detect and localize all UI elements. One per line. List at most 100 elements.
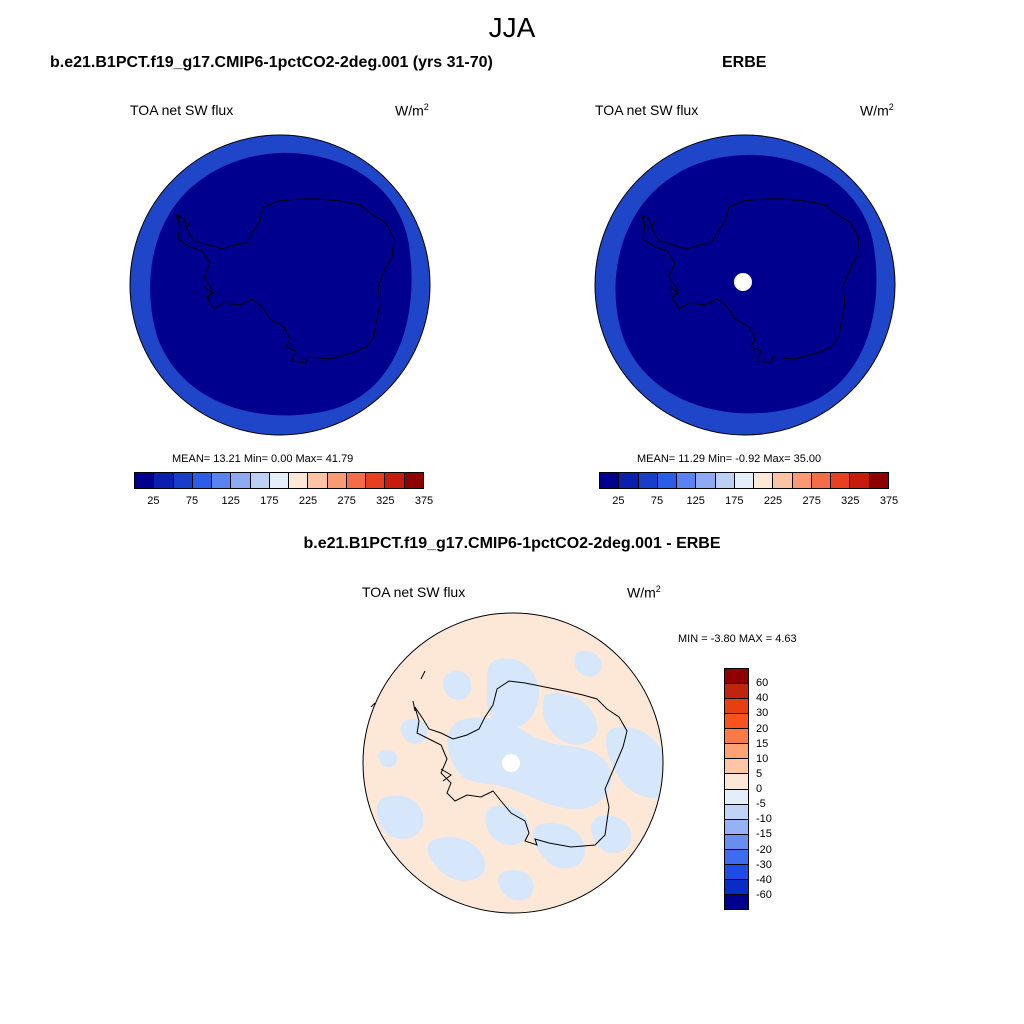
colorbar-tick-label: 275 bbox=[802, 495, 821, 507]
colorbar-swatch bbox=[696, 473, 716, 488]
obs-pole-hole bbox=[734, 273, 752, 291]
model-colorbar-ticks: 25 75 125 175 225 275 325 375 bbox=[134, 495, 433, 509]
colorbar-tick-label: 375 bbox=[879, 495, 899, 507]
model-antarctica-coastline bbox=[175, 198, 395, 364]
obs-units-label: W/m2 bbox=[860, 102, 894, 119]
colorbar-tick-label: 25 bbox=[612, 495, 625, 507]
model-polar-map bbox=[129, 134, 431, 436]
diff-panel-title: b.e21.B1PCT.f19_g17.CMIP6-1pctCO2-2deg.0… bbox=[303, 535, 721, 552]
colorbar-swatch bbox=[725, 744, 748, 760]
model-peninsula bbox=[177, 216, 216, 298]
model-units-label: W/m2 bbox=[395, 102, 429, 119]
colorbar-tick-label: 175 bbox=[725, 495, 744, 507]
main-title: JJA bbox=[488, 12, 536, 43]
colorbar-tick-label: 75 bbox=[650, 495, 664, 507]
colorbar-tick-label: 40 bbox=[756, 692, 769, 705]
colorbar-swatch bbox=[725, 684, 748, 700]
colorbar-swatch bbox=[811, 473, 832, 488]
colorbar-swatch bbox=[869, 473, 888, 488]
colorbar-tick-label: -5 bbox=[756, 798, 766, 811]
diff-negative-patches bbox=[376, 650, 663, 901]
obs-peninsula bbox=[642, 216, 681, 298]
colorbar-swatch bbox=[619, 473, 639, 488]
colorbar-swatch bbox=[725, 864, 748, 880]
obs-field-label: TOA net SW flux bbox=[595, 102, 699, 118]
colorbar-swatch bbox=[725, 849, 748, 865]
model-colorbar bbox=[134, 472, 424, 489]
colorbar-swatch bbox=[192, 473, 213, 488]
colorbar-swatch bbox=[657, 473, 678, 488]
colorbar-swatch bbox=[231, 473, 251, 488]
colorbar-tick-label: 225 bbox=[763, 495, 783, 507]
colorbar-swatch bbox=[725, 804, 748, 820]
colorbar-swatch bbox=[212, 473, 232, 488]
diff-antarctica-coastline bbox=[414, 680, 628, 848]
colorbar-swatch bbox=[831, 473, 851, 488]
diff-colorbar-ticks: 60 40 30 20 15 10 5 0 -5 -10 -15 -20 -30 -40 -60 bbox=[756, 668, 796, 910]
colorbar-swatch bbox=[725, 834, 748, 850]
colorbar-tick-label: 75 bbox=[185, 495, 199, 507]
colorbar-swatch bbox=[600, 473, 620, 488]
diff-pole-hole bbox=[502, 754, 520, 772]
obs-antarctica-coastline bbox=[640, 198, 860, 364]
obs-panel-title: ERBE bbox=[722, 54, 767, 71]
model-inner-field bbox=[150, 152, 412, 416]
diff-stats: MIN = -3.80 MAX = 4.63 bbox=[678, 633, 797, 645]
colorbar-swatch bbox=[269, 473, 290, 488]
model-panel-title: b.e21.B1PCT.f19_g17.CMIP6-1pctCO2-2deg.0… bbox=[50, 54, 493, 71]
colorbar-swatch bbox=[725, 714, 748, 730]
colorbar-swatch bbox=[773, 473, 793, 488]
colorbar-tick-label: 275 bbox=[337, 495, 356, 507]
colorbar-swatch bbox=[154, 473, 174, 488]
colorbar-swatch bbox=[725, 879, 748, 895]
colorbar-swatch bbox=[135, 473, 155, 488]
colorbar-swatch bbox=[850, 473, 870, 488]
colorbar-swatch bbox=[725, 789, 748, 805]
colorbar-tick-label: 225 bbox=[298, 495, 318, 507]
colorbar-tick-label: 125 bbox=[221, 495, 240, 507]
model-field-label: TOA net SW flux bbox=[130, 102, 234, 118]
colorbar-tick-label: 25 bbox=[147, 495, 160, 507]
colorbar-swatch bbox=[754, 473, 774, 488]
colorbar-swatch bbox=[677, 473, 697, 488]
diff-map-border bbox=[362, 612, 664, 914]
obs-polar-map bbox=[594, 134, 896, 436]
model-stats: MEAN= 13.21 Min= 0.00 Max= 41.79 bbox=[172, 453, 354, 465]
colorbar-swatch bbox=[404, 473, 423, 488]
colorbar-tick-label: 325 bbox=[841, 495, 860, 507]
colorbar-tick-label: 0 bbox=[756, 783, 763, 795]
colorbar-swatch bbox=[792, 473, 812, 488]
obs-stats: MEAN= 11.29 Min= -0.92 Max= 35.00 bbox=[637, 453, 822, 465]
colorbar-tick-label: 375 bbox=[414, 495, 434, 507]
colorbar-tick-label: -60 bbox=[756, 888, 772, 901]
colorbar-swatch bbox=[725, 819, 748, 835]
colorbar-tick-label: 5 bbox=[756, 767, 763, 780]
colorbar-tick-label: 30 bbox=[756, 707, 769, 720]
colorbar-swatch bbox=[289, 473, 309, 488]
colorbar-swatch bbox=[250, 473, 270, 488]
obs-colorbar-ticks: 25 75 125 175 225 275 325 375 bbox=[599, 495, 898, 509]
diff-colorbar bbox=[724, 668, 749, 910]
colorbar-swatch bbox=[725, 759, 748, 775]
colorbar-tick-label: 10 bbox=[756, 752, 769, 765]
diff-units-label: W/m2 bbox=[627, 584, 661, 601]
colorbar-tick-label: 325 bbox=[376, 495, 395, 507]
colorbar-swatch bbox=[725, 729, 748, 745]
colorbar-tick-label: 125 bbox=[686, 495, 705, 507]
colorbar-swatch bbox=[346, 473, 367, 488]
colorbar-tick-label: 175 bbox=[260, 495, 279, 507]
colorbar-tick-label: 15 bbox=[756, 737, 769, 750]
colorbar-tick-label: 20 bbox=[756, 722, 769, 735]
diff-polar-map bbox=[362, 612, 664, 914]
colorbar-swatch bbox=[366, 473, 386, 488]
colorbar-swatch bbox=[725, 669, 748, 685]
colorbar-swatch bbox=[725, 894, 748, 909]
colorbar-swatch bbox=[173, 473, 193, 488]
diff-peninsula bbox=[370, 670, 452, 782]
colorbar-swatch bbox=[327, 473, 347, 488]
obs-colorbar bbox=[599, 472, 889, 489]
colorbar-swatch bbox=[725, 699, 748, 715]
colorbar-swatch bbox=[725, 774, 748, 790]
colorbar-tick-label: -15 bbox=[756, 828, 772, 841]
colorbar-swatch bbox=[638, 473, 658, 488]
